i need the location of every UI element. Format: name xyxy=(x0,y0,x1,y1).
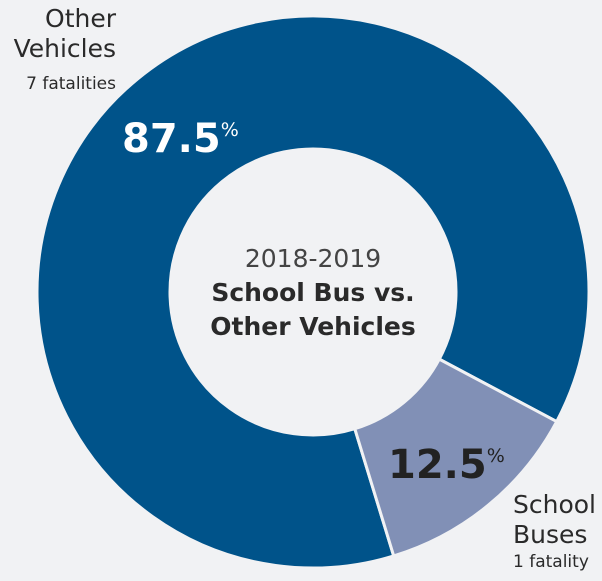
donut-slice xyxy=(352,357,559,558)
center-subtitle: 2018-2019 xyxy=(244,244,382,273)
category-label: School Buses xyxy=(513,490,596,549)
center-title: School Bus vs. Other Vehicles xyxy=(210,278,416,341)
category-detail: 7 fatalities xyxy=(26,74,116,94)
value-label: 12.5% xyxy=(388,442,505,488)
value-label: 87.5% xyxy=(122,116,239,162)
category-label: Other Vehicles xyxy=(13,4,116,63)
center-label: 2018-2019 School Bus vs. Other Vehicles xyxy=(193,242,433,344)
donut-slice xyxy=(35,14,591,570)
category-detail: 1 fatality xyxy=(513,552,589,572)
